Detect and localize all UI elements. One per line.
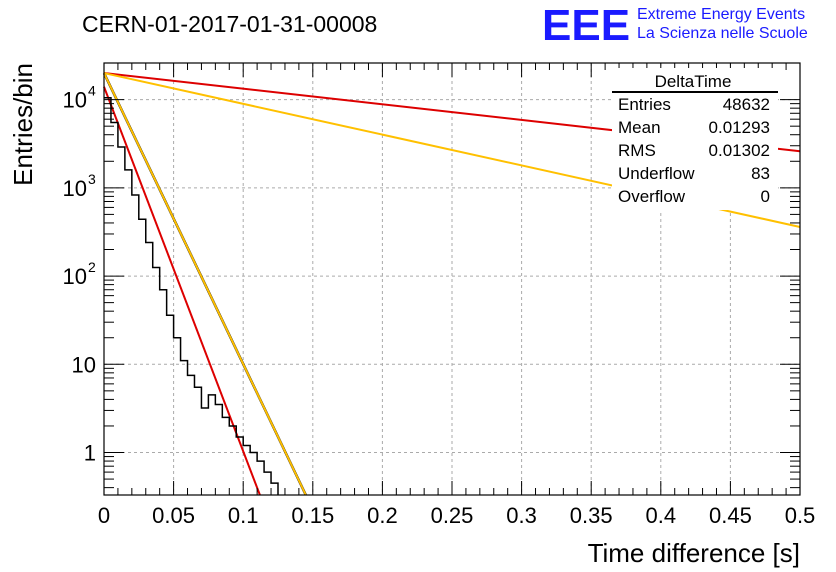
y-tick-exponent: 2 — [88, 259, 96, 275]
stats-value: 0.01302 — [709, 141, 770, 160]
y-tick-label: 1 — [84, 441, 96, 466]
logo-letters: EEE — [542, 1, 630, 50]
logo-line-1: Extreme Energy Events — [637, 6, 805, 23]
y-tick-exponent: 4 — [88, 83, 96, 99]
eee-logo: EEE Extreme Energy Events La Scienza nel… — [542, 1, 808, 50]
fit-curve — [103, 72, 307, 496]
stats-label: Underflow — [618, 164, 695, 183]
stats-title: DeltaTime — [655, 72, 732, 91]
stats-value: 83 — [751, 164, 770, 183]
x-tick-label: 0.05 — [152, 503, 195, 528]
stats-label: Mean — [618, 118, 661, 137]
x-tick-label: 0.5 — [785, 503, 816, 528]
stats-label: Entries — [618, 95, 671, 114]
stats-rows: Entries 48632 Mean 0.01293 RMS 0.01302 Underfl… — [618, 95, 770, 206]
x-tick-label: 0.2 — [367, 503, 398, 528]
stats-value: 48632 — [723, 95, 770, 114]
stats-value: 0 — [761, 187, 770, 206]
x-tick-label: 0.3 — [506, 503, 537, 528]
y-tick-label: 10 — [63, 264, 87, 289]
histogram-steps — [104, 96, 279, 495]
y-tick-label: 10 — [63, 176, 87, 201]
x-tick-label: 0.45 — [709, 503, 752, 528]
y-axis-label: Entries/bin — [8, 63, 38, 186]
stats-box: DeltaTime Entries 48632 Mean 0.01293 RMS 0.01… — [612, 68, 778, 210]
chart-title: CERN-01-2017-01-31-00008 — [82, 11, 377, 37]
x-tick-label: 0 — [98, 503, 110, 528]
stats-label: Overflow — [618, 187, 686, 206]
y-tick-exponent: 3 — [88, 171, 96, 187]
stats-label: RMS — [618, 141, 656, 160]
x-tick-labels: 0 0.05 0.1 0.15 0.2 0.25 0.3 0.35 0.4 0.45 0.5 — [98, 503, 815, 528]
x-tick-label: 0.25 — [431, 503, 474, 528]
x-axis-label: Time difference [s] — [588, 538, 800, 568]
logo-line-2: La Scienza nelle Scuole — [637, 25, 808, 42]
fit-curve — [103, 86, 261, 496]
histogram-layer — [104, 96, 279, 495]
x-tick-label: 0.1 — [228, 503, 259, 528]
stats-value: 0.01293 — [709, 118, 770, 137]
y-tick-label: 10 — [72, 352, 96, 377]
x-tick-label: 0.4 — [646, 503, 677, 528]
x-tick-label: 0.15 — [291, 503, 334, 528]
x-tick-label: 0.35 — [570, 503, 613, 528]
y-tick-label: 10 — [63, 88, 87, 113]
